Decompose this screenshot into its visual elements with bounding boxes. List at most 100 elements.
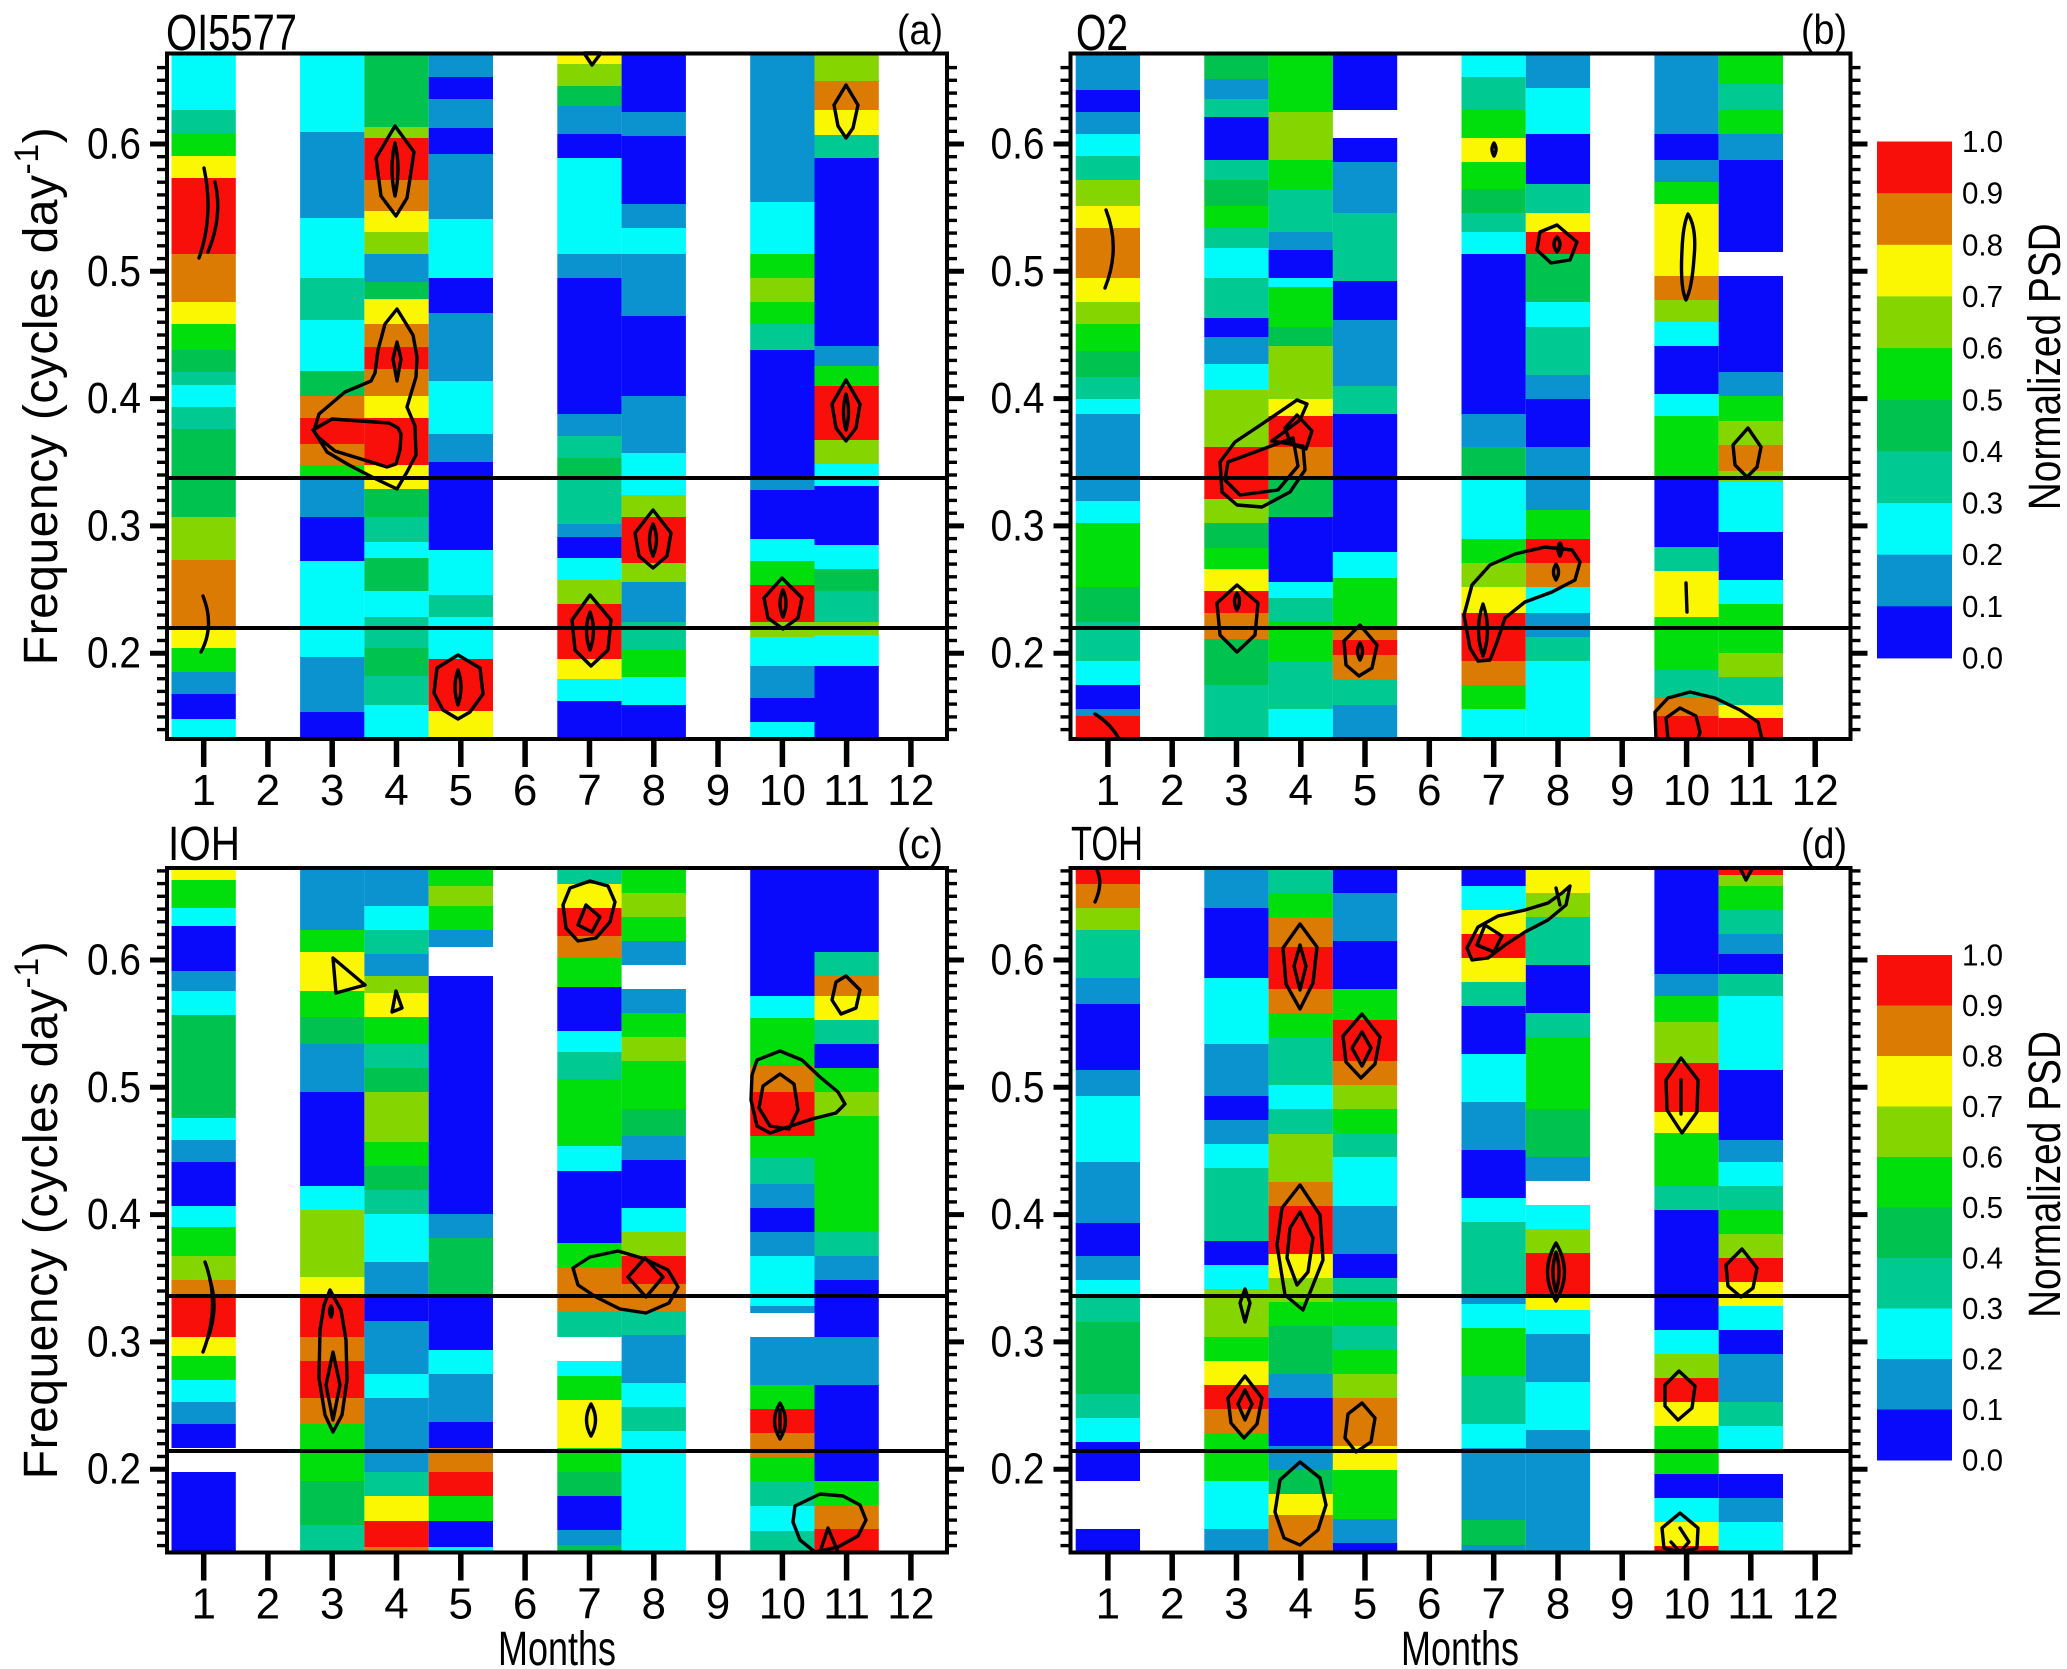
svg-text:(c): (c) xyxy=(897,820,943,867)
svg-text:0.2: 0.2 xyxy=(991,629,1045,678)
svg-text:(d): (d) xyxy=(1801,820,1847,867)
svg-text:1: 1 xyxy=(1096,766,1120,815)
svg-text:10: 10 xyxy=(759,1580,806,1629)
svg-text:0.6: 0.6 xyxy=(1962,1140,2003,1175)
svg-text:0.3: 0.3 xyxy=(1962,1291,2003,1326)
svg-text:0.4: 0.4 xyxy=(1962,1241,2003,1276)
svg-text:0.4: 0.4 xyxy=(87,374,141,423)
svg-text:0.2: 0.2 xyxy=(1962,537,2003,572)
svg-text:4: 4 xyxy=(384,766,408,815)
svg-text:0.9: 0.9 xyxy=(1962,176,2003,211)
svg-text:OI5577: OI5577 xyxy=(166,4,297,61)
svg-text:5: 5 xyxy=(449,766,473,815)
svg-text:9: 9 xyxy=(1610,1580,1634,1629)
svg-text:10: 10 xyxy=(1663,1580,1710,1629)
svg-text:Months: Months xyxy=(498,1623,616,1669)
svg-text:6: 6 xyxy=(1417,1580,1441,1629)
svg-text:4: 4 xyxy=(384,1580,408,1629)
svg-text:9: 9 xyxy=(706,1580,730,1629)
svg-text:12: 12 xyxy=(1792,766,1839,815)
svg-text:11: 11 xyxy=(1727,766,1774,815)
svg-text:0.6: 0.6 xyxy=(87,936,141,985)
svg-text:2: 2 xyxy=(1160,1580,1184,1629)
svg-text:0.0: 0.0 xyxy=(1962,1443,2003,1478)
svg-text:6: 6 xyxy=(513,766,537,815)
svg-text:0.3: 0.3 xyxy=(1962,486,2003,521)
svg-text:11: 11 xyxy=(823,1580,870,1629)
svg-text:9: 9 xyxy=(1610,766,1634,815)
svg-text:3: 3 xyxy=(1224,1580,1248,1629)
svg-text:3: 3 xyxy=(1224,766,1248,815)
svg-text:4: 4 xyxy=(1289,1580,1313,1629)
svg-text:Normalized PSD: Normalized PSD xyxy=(2019,1031,2067,1318)
svg-text:0.1: 0.1 xyxy=(1962,1392,2003,1427)
svg-text:Months: Months xyxy=(1401,1623,1519,1669)
svg-text:8: 8 xyxy=(642,1580,666,1629)
svg-text:0.6: 0.6 xyxy=(991,936,1045,985)
svg-text:0.2: 0.2 xyxy=(991,1445,1045,1494)
svg-text:Frequency (cycles day-1): Frequency (cycles day-1) xyxy=(8,941,68,1479)
svg-text:0.4: 0.4 xyxy=(991,374,1045,423)
svg-text:1: 1 xyxy=(191,1580,215,1629)
svg-text:0.6: 0.6 xyxy=(1962,331,2003,366)
svg-text:10: 10 xyxy=(1663,766,1710,815)
svg-text:TOH: TOH xyxy=(1071,818,1143,871)
svg-text:6: 6 xyxy=(513,1580,537,1629)
svg-text:0.2: 0.2 xyxy=(87,629,141,678)
svg-text:3: 3 xyxy=(320,1580,344,1629)
svg-text:7: 7 xyxy=(577,1580,601,1629)
svg-text:1: 1 xyxy=(1096,1580,1120,1629)
svg-text:0.4: 0.4 xyxy=(1962,434,2003,469)
svg-text:0.5: 0.5 xyxy=(991,1063,1045,1112)
svg-text:12: 12 xyxy=(887,1580,934,1629)
svg-text:7: 7 xyxy=(1481,1580,1505,1629)
svg-text:8: 8 xyxy=(642,766,666,815)
svg-text:11: 11 xyxy=(1727,1580,1774,1629)
svg-text:5: 5 xyxy=(1353,1580,1377,1629)
svg-text:10: 10 xyxy=(759,766,806,815)
svg-text:0.2: 0.2 xyxy=(87,1445,141,1494)
svg-text:4: 4 xyxy=(1289,766,1313,815)
svg-text:O2: O2 xyxy=(1076,4,1128,61)
svg-text:0.4: 0.4 xyxy=(87,1190,141,1239)
svg-text:1.0: 1.0 xyxy=(1962,938,2003,973)
svg-text:5: 5 xyxy=(449,1580,473,1629)
svg-text:12: 12 xyxy=(1792,1580,1839,1629)
svg-text:0.5: 0.5 xyxy=(87,1063,141,1112)
svg-text:2: 2 xyxy=(256,1580,280,1629)
svg-text:0.5: 0.5 xyxy=(1962,382,2003,417)
svg-text:0.4: 0.4 xyxy=(991,1190,1045,1239)
svg-text:0.3: 0.3 xyxy=(87,1317,141,1366)
svg-text:1: 1 xyxy=(191,766,215,815)
svg-text:0.8: 0.8 xyxy=(1962,1039,2003,1074)
svg-text:0.6: 0.6 xyxy=(991,120,1045,169)
svg-text:2: 2 xyxy=(1160,766,1184,815)
svg-text:0.1: 0.1 xyxy=(1962,589,2003,624)
svg-text:(a): (a) xyxy=(897,6,943,53)
svg-text:(b): (b) xyxy=(1801,6,1847,53)
svg-text:0.5: 0.5 xyxy=(991,247,1045,296)
svg-text:0.5: 0.5 xyxy=(87,247,141,296)
svg-text:7: 7 xyxy=(1481,766,1505,815)
svg-text:5: 5 xyxy=(1353,766,1377,815)
svg-text:0.3: 0.3 xyxy=(991,501,1045,550)
svg-text:8: 8 xyxy=(1546,1580,1570,1629)
svg-text:1.0: 1.0 xyxy=(1962,124,2003,159)
svg-text:2: 2 xyxy=(256,766,280,815)
svg-text:0.3: 0.3 xyxy=(87,501,141,550)
svg-text:IOH: IOH xyxy=(168,818,240,871)
svg-text:0.5: 0.5 xyxy=(1962,1190,2003,1225)
svg-text:0.9: 0.9 xyxy=(1962,988,2003,1023)
svg-text:3: 3 xyxy=(320,766,344,815)
svg-text:0.8: 0.8 xyxy=(1962,227,2003,262)
svg-text:0.7: 0.7 xyxy=(1962,279,2003,314)
svg-text:7: 7 xyxy=(577,766,601,815)
svg-text:0.7: 0.7 xyxy=(1962,1089,2003,1124)
svg-text:0.3: 0.3 xyxy=(991,1317,1045,1366)
svg-text:11: 11 xyxy=(823,766,870,815)
svg-text:8: 8 xyxy=(1546,766,1570,815)
svg-text:0.2: 0.2 xyxy=(1962,1342,2003,1377)
svg-text:Normalized PSD: Normalized PSD xyxy=(2019,223,2067,510)
svg-text:0.0: 0.0 xyxy=(1962,641,2003,676)
svg-text:12: 12 xyxy=(887,766,934,815)
